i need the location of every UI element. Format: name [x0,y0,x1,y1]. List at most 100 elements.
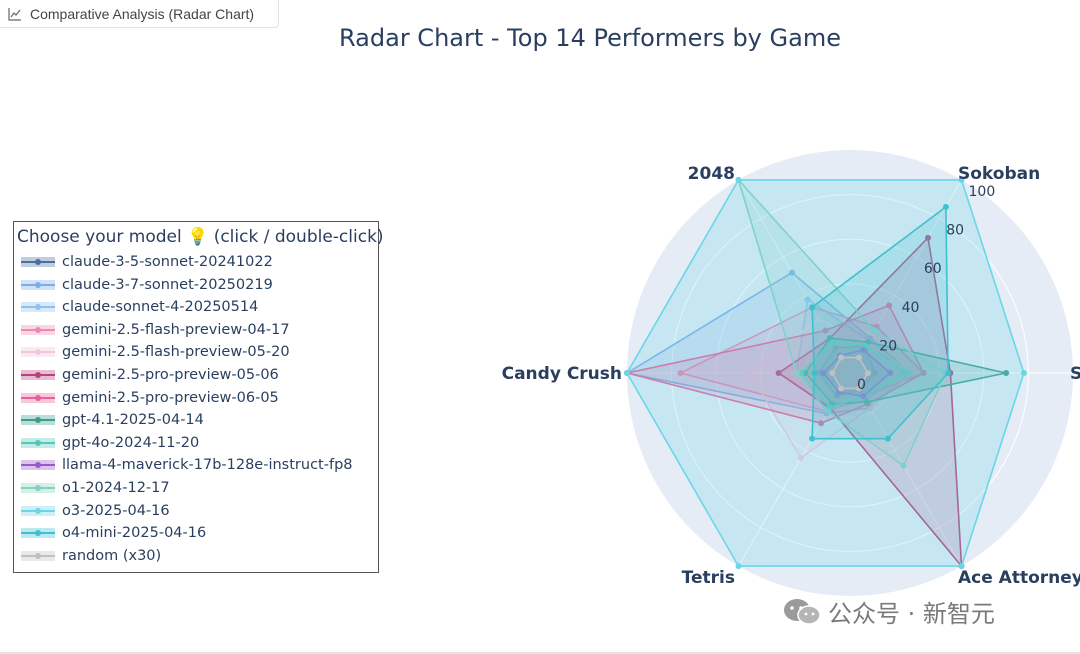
radar-point [832,344,839,351]
radar-point [809,304,816,311]
legend-swatch [21,370,55,380]
radar-point [802,370,809,376]
legend-item-label: claude-3-5-sonnet-20241022 [62,254,273,270]
legend-item-label: claude-sonnet-4-20250514 [62,299,259,316]
radar-point [900,462,907,469]
legend-item[interactable]: gemini-2.5-pro-preview-05-06 [20,365,279,385]
radial-tick-label: 20 [879,338,897,354]
radar-point [920,370,927,376]
radar-point [909,370,916,376]
legend-item-label: gemini-2.5-flash-preview-05-20 [62,344,290,361]
legend-title: Choose your model 💡 (click / double-clic… [17,227,384,247]
legend-swatch-marker [35,304,41,311]
axis-label: 2048 [688,164,735,184]
legend-item[interactable]: o3-2025-04-16 [20,501,170,521]
legend-swatch-marker [35,439,41,446]
legend-swatch-marker [35,326,41,333]
legend-item[interactable]: claude-sonnet-4-20250514 [20,297,258,317]
radar-point [815,370,822,376]
legend-swatch [21,483,55,493]
legend-swatch-marker [35,349,41,356]
legend-item[interactable]: gemini-2.5-pro-preview-06-05 [20,388,279,408]
legend-item[interactable]: claude-3-7-sonnet-20250219 [20,275,273,295]
legend-item[interactable]: gemini-2.5-flash-preview-05-20 [20,342,290,362]
legend-item[interactable]: gpt-4o-2024-11-20 [20,433,199,453]
radar-point [824,408,831,415]
legend-item-label: llama-4-maverick-17b-128e-instruct-fp8 [62,457,353,474]
radar-point [797,454,804,461]
radar-point [811,370,818,376]
radar-point [838,385,845,392]
radar-point [855,385,862,392]
legend-item[interactable]: gemini-2.5-flash-preview-04-17 [20,320,290,340]
legend-swatch [21,392,55,403]
legend-swatch-marker [35,530,41,537]
radar-point [820,370,827,376]
legend-item[interactable]: o1-2024-12-17 [20,478,170,498]
legend-swatch [21,415,55,426]
radar-point [958,176,965,183]
legend-item-label: claude-3-7-sonnet-20250219 [62,276,273,293]
radar-point [677,370,684,376]
legend-swatch-marker [35,507,41,514]
legend-swatch [21,279,55,290]
legend-item[interactable]: random (x30) [20,546,161,566]
radar-point [789,269,796,276]
legend-item-label: gemini-2.5-pro-preview-05-06 [62,367,279,383]
radar-point [829,370,836,376]
radial-tick-label: 100 [969,184,996,200]
radar-point [735,563,742,570]
legend-item[interactable]: gpt-4.1-2025-04-14 [20,410,204,430]
radial-tick-label: 60 [924,261,942,277]
tab-label: Comparative Analysis (Radar Chart) [30,5,255,22]
watermark-text: 公众号 · 新智元 [828,600,995,628]
radar-point [958,563,965,570]
radar-point [887,370,894,376]
legend-swatch-marker [35,281,41,288]
legend-swatch-marker [35,394,41,401]
axis-label: Candy Crush [502,364,622,384]
legend-swatch [21,437,55,448]
legend-swatch [21,347,55,358]
legend-swatch [21,528,55,539]
chart-title: Radar Chart - Top 14 Performers by Game [339,24,841,52]
radar-point [855,354,862,361]
legend-item[interactable]: claude-3-5-sonnet-20241022 [20,252,273,272]
legend-item[interactable]: o4-mini-2025-04-16 [20,523,206,543]
legend-swatch [21,324,55,335]
radial-tick-label: 0 [857,377,866,393]
radar-point [822,327,829,334]
legend-item-label: o3-2025-04-16 [62,502,170,519]
radar-point [624,370,630,376]
radar-point [793,370,800,376]
radar-point [1003,370,1010,376]
radar-point [746,370,753,376]
wechat-icon [784,598,821,625]
radar-point [884,435,891,442]
radar-point [1020,370,1027,376]
radar-point [904,370,911,376]
radar-point [815,315,822,322]
radar-point [860,346,867,353]
radar-point [871,370,878,376]
radar-point [838,354,845,361]
radar-point [735,176,742,183]
legend-swatch [21,460,55,471]
radar-point [945,370,952,376]
radar-point [863,398,870,405]
legend-swatch [21,550,55,561]
radar-point [886,302,893,309]
legend-item-label: gemini-2.5-pro-preview-06-05 [62,389,279,406]
legend-item[interactable]: llama-4-maverick-17b-128e-instruct-fp8 [20,455,353,475]
tab-comparative-analysis[interactable]: Comparative Analysis (Radar Chart) [0,0,279,28]
axis-label: Sokoban [958,164,1040,184]
radar-point [942,203,949,210]
radar-point [925,234,932,241]
radar-point [804,296,811,303]
legend-swatch-marker [35,259,41,265]
radar-point [871,327,878,334]
radial-tick-label: 40 [902,300,920,316]
page-bottom-border [0,652,1080,654]
legend-item-label: o4-mini-2025-04-16 [62,525,207,542]
